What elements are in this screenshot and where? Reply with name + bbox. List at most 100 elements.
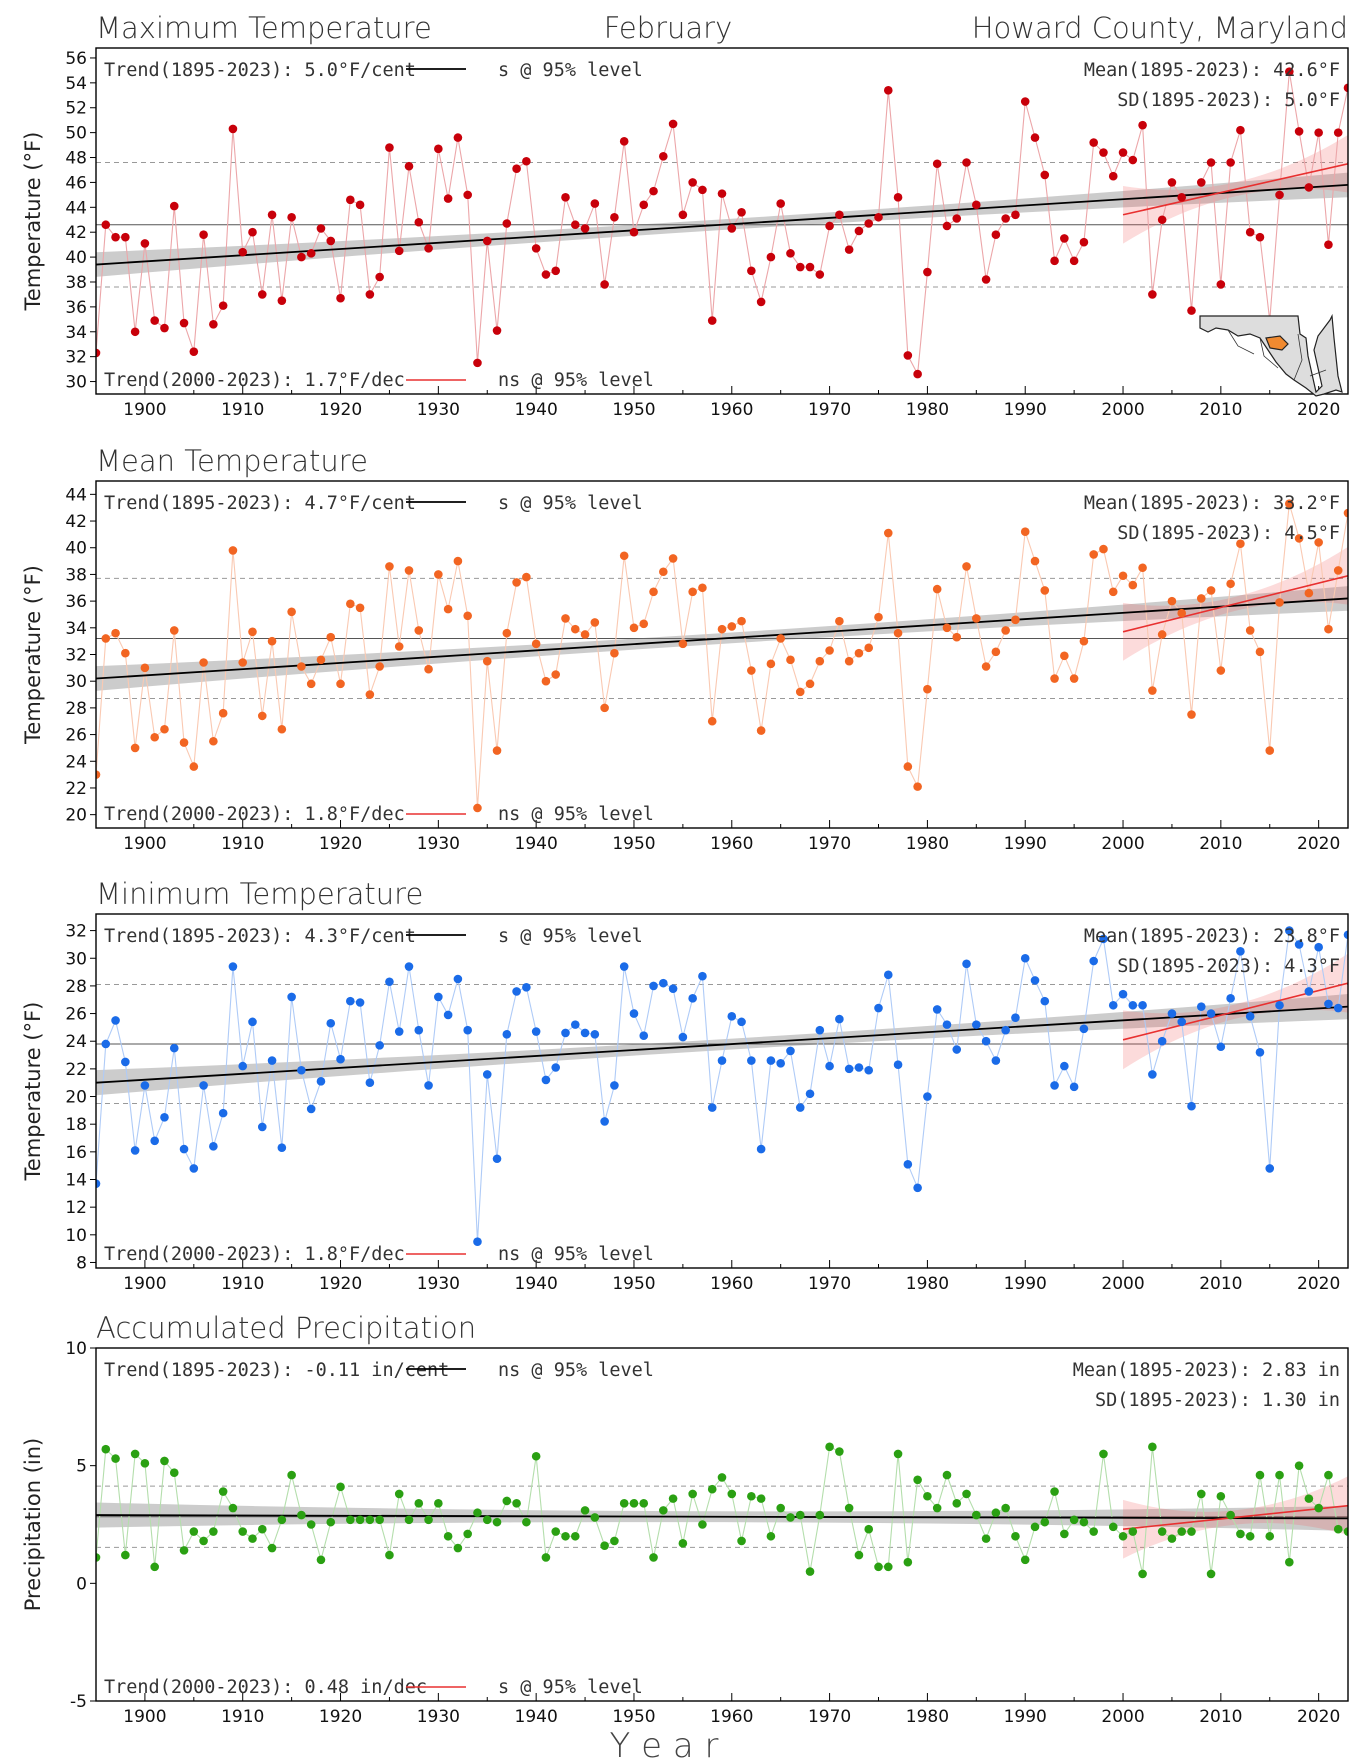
data-point bbox=[747, 1491, 756, 1501]
x-tick-label: 1920 bbox=[319, 1707, 362, 1727]
data-point bbox=[179, 738, 189, 747]
data-point bbox=[365, 1078, 375, 1088]
data-point bbox=[336, 1482, 345, 1492]
data-point bbox=[365, 690, 375, 699]
data-point bbox=[1099, 544, 1108, 554]
data-point bbox=[453, 1543, 463, 1553]
y-tick-label: 48 bbox=[65, 149, 87, 169]
data-point bbox=[101, 1039, 111, 1049]
data-point bbox=[1128, 1527, 1138, 1536]
data-point bbox=[1245, 626, 1255, 635]
data-point bbox=[1304, 588, 1314, 598]
y-axis-label: Temperature (°F) bbox=[21, 132, 45, 312]
y-tick-label: 36 bbox=[65, 298, 87, 318]
data-point bbox=[649, 981, 658, 991]
data-point bbox=[248, 1534, 257, 1543]
data-point bbox=[1118, 148, 1128, 157]
data-point bbox=[874, 612, 883, 622]
data-point bbox=[580, 1028, 590, 1038]
data-point bbox=[1089, 138, 1098, 147]
trend-long-sig: ns @ 95% level bbox=[498, 1360, 654, 1381]
mean-label: Mean(1895-2023): 33.2°F bbox=[1084, 493, 1340, 514]
data-point bbox=[786, 1046, 795, 1056]
data-point bbox=[805, 1567, 815, 1576]
x-tick-label: 1920 bbox=[319, 834, 362, 854]
x-tick-label: 2000 bbox=[1101, 400, 1144, 420]
mean-label: Mean(1895-2023): 23.8°F bbox=[1084, 926, 1340, 947]
data-point bbox=[169, 1468, 179, 1478]
data-point bbox=[1236, 1529, 1245, 1539]
data-point bbox=[668, 554, 678, 563]
data-point bbox=[424, 664, 433, 674]
data-point bbox=[140, 1081, 150, 1090]
y-tick-label: 56 bbox=[65, 49, 87, 69]
data-point bbox=[1050, 1081, 1059, 1090]
plot-frame bbox=[95, 47, 1349, 395]
data-point bbox=[942, 221, 952, 231]
data-point bbox=[639, 1031, 649, 1040]
data-point bbox=[952, 1045, 962, 1054]
data-point bbox=[1333, 1003, 1343, 1013]
data-point bbox=[1050, 1487, 1059, 1496]
data-point bbox=[522, 982, 531, 992]
data-point bbox=[1265, 746, 1275, 755]
x-tick-label: 2020 bbox=[1297, 1274, 1340, 1294]
data-point bbox=[1020, 1555, 1030, 1565]
data-point bbox=[1148, 1070, 1157, 1079]
data-point bbox=[551, 1063, 561, 1072]
data-point bbox=[844, 656, 854, 666]
plot-frame bbox=[95, 1347, 1349, 1702]
trend-long-sig: s @ 95% level bbox=[498, 60, 643, 81]
data-point bbox=[649, 1553, 658, 1562]
data-point bbox=[1011, 1531, 1020, 1541]
data-point bbox=[453, 556, 463, 566]
data-point bbox=[1333, 566, 1343, 575]
data-point bbox=[698, 583, 707, 593]
panel-tmin: Minimum Temperature 8 10 12 14 16 18 20 22 24 26 28… bbox=[21, 877, 1349, 1294]
data-point bbox=[1216, 280, 1226, 289]
y-tick-label: 42 bbox=[65, 512, 87, 532]
data-point bbox=[531, 639, 541, 649]
data-point bbox=[512, 987, 521, 996]
data-point bbox=[228, 1503, 238, 1513]
data-point bbox=[678, 1032, 688, 1042]
data-point bbox=[238, 658, 248, 667]
x-tick-label: 1930 bbox=[417, 834, 460, 854]
y-tick-label: 32 bbox=[65, 348, 87, 368]
data-point bbox=[854, 648, 864, 658]
data-point bbox=[277, 1143, 287, 1152]
x-tick-label: 2000 bbox=[1101, 1274, 1144, 1294]
data-point bbox=[111, 1454, 120, 1463]
y-tick-label: 40 bbox=[65, 248, 87, 268]
data-point bbox=[844, 1503, 854, 1513]
data-point bbox=[893, 1449, 903, 1459]
data-point bbox=[248, 1017, 257, 1027]
data-point bbox=[277, 296, 287, 305]
data-point bbox=[1167, 1009, 1177, 1018]
y-tick-label: 10 bbox=[65, 1339, 87, 1359]
data-point bbox=[1167, 596, 1177, 606]
data-point bbox=[365, 1515, 375, 1525]
data-point bbox=[698, 185, 707, 195]
data-point bbox=[962, 562, 971, 571]
x-tick-label: 2010 bbox=[1199, 834, 1242, 854]
data-point bbox=[1157, 1527, 1167, 1536]
data-point bbox=[1079, 636, 1089, 646]
data-point bbox=[688, 1489, 697, 1499]
x-tick-label: 1930 bbox=[417, 1707, 460, 1727]
data-point bbox=[991, 1508, 1001, 1518]
data-point bbox=[150, 316, 159, 325]
data-point bbox=[786, 249, 795, 258]
data-point bbox=[883, 528, 893, 538]
y-tick-label: 16 bbox=[65, 1143, 87, 1163]
data-point bbox=[306, 1104, 316, 1114]
data-point bbox=[815, 1510, 825, 1520]
data-point bbox=[130, 1146, 140, 1155]
maryland-shape bbox=[1199, 313, 1343, 397]
data-point bbox=[629, 1499, 639, 1508]
data-point bbox=[1157, 215, 1167, 225]
data-point bbox=[385, 562, 394, 571]
data-point bbox=[1255, 647, 1265, 657]
trend-long-sig: s @ 95% level bbox=[498, 493, 643, 514]
data-point bbox=[375, 1041, 384, 1050]
